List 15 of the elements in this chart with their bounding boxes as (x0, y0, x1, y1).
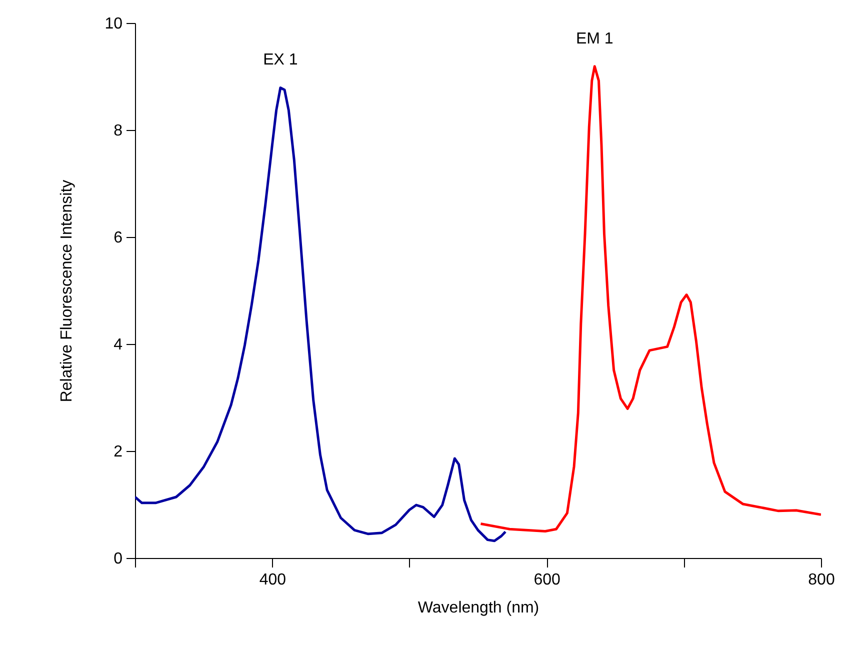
x-axis-title: Wavelength (nm) (418, 600, 540, 616)
y-tick-label: 8 (114, 122, 123, 140)
x-tick-label: 400 (259, 572, 286, 588)
x-tick-label: 800 (808, 572, 835, 588)
y-tick-label: 0 (114, 550, 123, 568)
x-tick-label: 600 (534, 572, 561, 588)
y-tick-label: 2 (114, 444, 123, 460)
series-label: EM 1 (576, 30, 614, 48)
y-tick-label: 10 (104, 16, 123, 32)
y-tick-label: 6 (114, 230, 123, 246)
series-label: EX 1 (263, 52, 298, 69)
line-series (135, 86, 507, 542)
y-tick-label: 4 (114, 336, 123, 354)
line-series (479, 65, 821, 532)
y-axis-title: Relative Fluorescence Intensity (58, 180, 76, 402)
